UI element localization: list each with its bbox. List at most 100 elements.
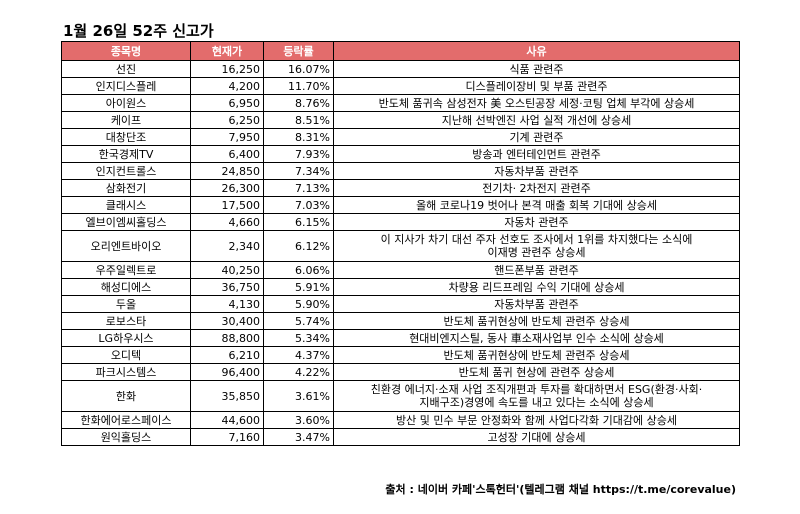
table-row: 오디텍 6,210 4.37% 반도체 품귀현상에 반도체 관련주 상승세 (61, 346, 740, 364)
table-row: LG하우시스 88,800 5.34% 현대비엔지스틸, 동사 車소재사업부 인수 소… (61, 329, 740, 347)
change-rate: 4.22% (263, 363, 334, 381)
reason: 핸드폰부품 관련주 (333, 261, 740, 279)
change-rate: 4.37% (263, 346, 334, 364)
reason-line: 자동차부품 관련주 (494, 297, 579, 311)
change-rate: 8.31% (263, 128, 334, 146)
current-price: 4,130 (190, 295, 264, 313)
table-row: 케이프 6,250 8.51% 지난해 선박엔진 사업 실적 개선에 상승세 (61, 111, 740, 129)
reason-line: 이재명 관련주 상승세 (487, 246, 586, 259)
change-rate: 5.74% (263, 312, 334, 330)
reason: 기계 관련주 (333, 128, 740, 146)
reason: 방산 및 민수 부문 안정화와 함께 사업다각화 기대감에 상승세 (333, 411, 740, 429)
stock-name: 한국경제TV (61, 145, 191, 163)
source-note: 출처 : 네이버 카페'스톡헌터'(텔레그램 채널 https://t.me/c… (385, 483, 736, 496)
table-row: 로보스타 30,400 5.74% 반도체 품귀현상에 반도체 관련주 상승세 (61, 312, 740, 330)
reason-line: 고성장 기대에 상승세 (487, 430, 586, 444)
reason: 친환경 에너지·소재 사업 조직개편과 투자를 확대하면서 ESG(환경·사회·… (333, 380, 740, 412)
current-price: 44,600 (190, 411, 264, 429)
current-price: 35,850 (190, 380, 264, 412)
reason-line: 반도체 품귀 현상에 관련주 상승세 (458, 365, 615, 379)
page-title: 1월 26일 52주 신고가 (63, 22, 214, 40)
reason-line: 자동차부품 관련주 (494, 164, 579, 178)
current-price: 96,400 (190, 363, 264, 381)
table-row: 한화 35,850 3.61% 친환경 에너지·소재 사업 조직개편과 투자를 확대하… (61, 380, 740, 412)
stock-name: 한화 (61, 380, 191, 412)
change-rate: 3.47% (263, 428, 334, 446)
reason-line: 차량용 리드프레임 수익 기대에 상승세 (448, 280, 625, 294)
reason: 올해 코로나19 벗어나 본격 매출 회복 기대에 상승세 (333, 196, 740, 214)
table-row: 한화에어로스페이스 44,600 3.60% 방산 및 민수 부문 안정화와 함께 사… (61, 411, 740, 429)
current-price: 6,950 (190, 94, 264, 112)
change-rate: 16.07% (263, 60, 334, 78)
table-row: 아이원스 6,950 8.76% 반도체 품귀속 삼성전자 美 오스틴공장 세정·코팅… (61, 94, 740, 112)
reason: 자동차부품 관련주 (333, 162, 740, 180)
change-rate: 11.70% (263, 77, 334, 95)
current-price: 6,210 (190, 346, 264, 364)
change-rate: 8.76% (263, 94, 334, 112)
reason-line: 방송과 엔터테인먼트 관련주 (472, 147, 601, 161)
reason: 이 지사가 차기 대선 주자 선호도 조사에서 1위를 차지했다는 소식에 이재명… (333, 230, 740, 262)
reason-line: 반도체 품귀속 삼성전자 美 오스틴공장 세정·코팅 업체 부각에 상승세 (378, 96, 695, 110)
stock-name: 해성디에스 (61, 278, 191, 296)
stock-name: 선진 (61, 60, 191, 78)
current-price: 88,800 (190, 329, 264, 347)
table-header-row: 종목명 현재가 등락률 사유 (61, 41, 740, 61)
current-price: 24,850 (190, 162, 264, 180)
current-price: 2,340 (190, 230, 264, 262)
stock-name: 엘브이엠씨홀딩스 (61, 213, 191, 231)
reason-line: 핸드폰부품 관련주 (494, 263, 579, 277)
stock-name: 아이원스 (61, 94, 191, 112)
reason-line: 지배구조)경영에 속도를 내고 있다는 소식에 상승세 (419, 396, 654, 409)
reason-line: 반도체 품귀현상에 반도체 관련주 상승세 (443, 314, 630, 328)
table-row: 원익홀딩스 7,160 3.47% 고성장 기대에 상승세 (61, 428, 740, 446)
stock-name: 오리엔트바이오 (61, 230, 191, 262)
table-row: 대창단조 7,950 8.31% 기계 관련주 (61, 128, 740, 146)
change-rate: 5.90% (263, 295, 334, 313)
change-rate: 7.34% (263, 162, 334, 180)
table-row: 인지디스플레 4,200 11.70% 디스플레이장비 및 부품 관련주 (61, 77, 740, 95)
reason: 현대비엔지스틸, 동사 車소재사업부 인수 소식에 상승세 (333, 329, 740, 347)
reason: 자동차 관련주 (333, 213, 740, 231)
header-price: 현재가 (190, 41, 264, 61)
current-price: 30,400 (190, 312, 264, 330)
reason-line: 디스플레이장비 및 부품 관련주 (465, 79, 608, 93)
current-price: 26,300 (190, 179, 264, 197)
reason-line: 지난해 선박엔진 사업 실적 개선에 상승세 (441, 113, 632, 127)
table-row: 오리엔트바이오 2,340 6.12% 이 지사가 차기 대선 주자 선호도 조사에서… (61, 230, 740, 262)
reason-line: 방산 및 민수 부문 안정화와 함께 사업다각화 기대감에 상승세 (396, 413, 677, 427)
stock-name: 한화에어로스페이스 (61, 411, 191, 429)
new-high-table: 종목명 현재가 등락률 사유 선진 16,250 16.07% 식품 관련주 인지디스플… (61, 41, 740, 446)
stock-name: 파크시스템스 (61, 363, 191, 381)
table-row: 클래시스 17,500 7.03% 올해 코로나19 벗어나 본격 매출 회복 기대에… (61, 196, 740, 214)
table-row: 우주일렉트로 40,250 6.06% 핸드폰부품 관련주 (61, 261, 740, 279)
reason: 차량용 리드프레임 수익 기대에 상승세 (333, 278, 740, 296)
change-rate: 7.03% (263, 196, 334, 214)
reason-line: 기계 관련주 (509, 130, 564, 144)
reason: 전기차· 2차전지 관련주 (333, 179, 740, 197)
header-change: 등락률 (263, 41, 334, 61)
header-reason: 사유 (333, 41, 740, 61)
current-price: 16,250 (190, 60, 264, 78)
change-rate: 8.51% (263, 111, 334, 129)
reason: 자동차부품 관련주 (333, 295, 740, 313)
stock-name: 클래시스 (61, 196, 191, 214)
reason-line: 전기차· 2차전지 관련주 (482, 181, 591, 195)
reason-line: 올해 코로나19 벗어나 본격 매출 회복 기대에 상승세 (416, 198, 657, 212)
header-name: 종목명 (61, 41, 191, 61)
reason: 반도체 품귀속 삼성전자 美 오스틴공장 세정·코팅 업체 부각에 상승세 (333, 94, 740, 112)
table-row: 엘브이엠씨홀딩스 4,660 6.15% 자동차 관련주 (61, 213, 740, 231)
change-rate: 7.93% (263, 145, 334, 163)
table-row: 선진 16,250 16.07% 식품 관련주 (61, 60, 740, 78)
current-price: 6,250 (190, 111, 264, 129)
reason: 반도체 품귀현상에 반도체 관련주 상승세 (333, 312, 740, 330)
stock-name: 인지컨트롤스 (61, 162, 191, 180)
change-rate: 5.34% (263, 329, 334, 347)
stock-name: 케이프 (61, 111, 191, 129)
stock-name: 인지디스플레 (61, 77, 191, 95)
change-rate: 6.06% (263, 261, 334, 279)
reason: 식품 관련주 (333, 60, 740, 78)
table-row: 두올 4,130 5.90% 자동차부품 관련주 (61, 295, 740, 313)
current-price: 4,660 (190, 213, 264, 231)
table-row: 한국경제TV 6,400 7.93% 방송과 엔터테인먼트 관련주 (61, 145, 740, 163)
